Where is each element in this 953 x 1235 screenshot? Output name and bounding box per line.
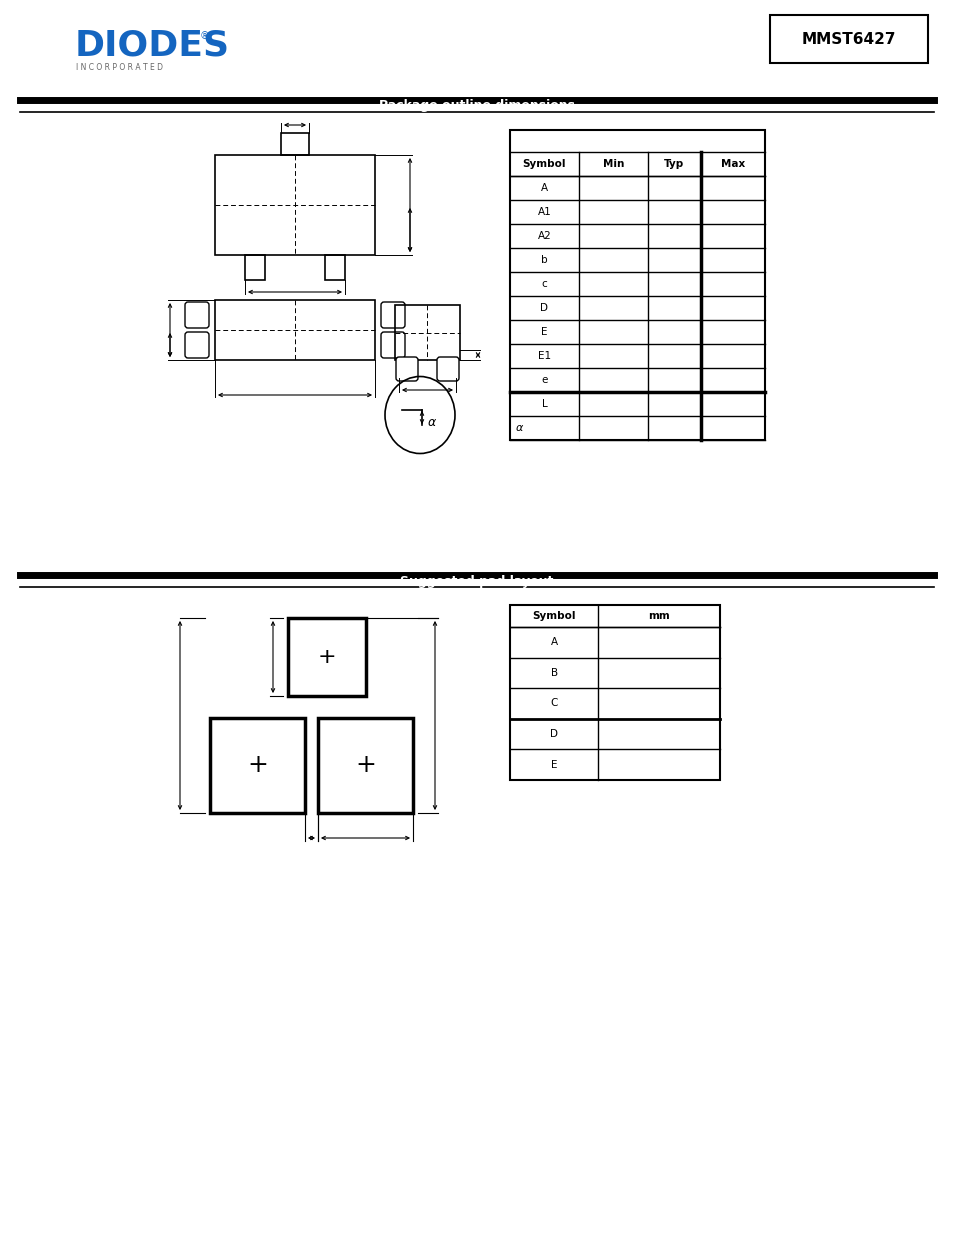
Text: A2: A2: [537, 231, 551, 241]
Text: DIODES: DIODES: [75, 28, 230, 62]
Text: +: +: [317, 647, 336, 667]
Text: E: E: [540, 327, 547, 337]
Text: +: +: [247, 753, 268, 778]
Bar: [281, 133, 309, 156]
Bar: [214, 300, 375, 359]
Text: MMST6427: MMST6427: [801, 32, 895, 47]
Text: E1: E1: [537, 351, 551, 361]
Text: mm: mm: [647, 611, 669, 621]
Text: D: D: [550, 729, 558, 739]
Bar: [395, 305, 459, 359]
Text: Min: Min: [602, 159, 623, 169]
Text: E: E: [550, 760, 557, 769]
Text: Max: Max: [720, 159, 744, 169]
Bar: [325, 254, 345, 280]
FancyBboxPatch shape: [380, 303, 405, 329]
Text: ®: ®: [200, 31, 210, 41]
FancyBboxPatch shape: [185, 303, 209, 329]
Text: b: b: [540, 254, 547, 266]
Bar: [245, 254, 265, 280]
Text: A: A: [550, 637, 558, 647]
Text: Suggested pad layout: Suggested pad layout: [400, 574, 553, 588]
Text: I N C O R P O R A T E D: I N C O R P O R A T E D: [76, 63, 163, 72]
FancyBboxPatch shape: [395, 357, 417, 382]
Text: B: B: [550, 668, 558, 678]
Text: A: A: [540, 183, 547, 193]
Text: Symbol: Symbol: [522, 159, 565, 169]
Text: L: L: [541, 399, 547, 409]
Text: Typ: Typ: [663, 159, 684, 169]
Bar: [214, 156, 375, 254]
Text: Package outline dimensions: Package outline dimensions: [378, 100, 575, 112]
Bar: [210, 718, 305, 813]
FancyBboxPatch shape: [380, 332, 405, 358]
Text: Symbol: Symbol: [532, 611, 576, 621]
Text: C: C: [550, 699, 558, 709]
Bar: [288, 618, 366, 697]
FancyBboxPatch shape: [185, 332, 209, 358]
FancyBboxPatch shape: [436, 357, 458, 382]
Text: D: D: [539, 303, 548, 312]
Text: e: e: [540, 375, 547, 385]
Text: +: +: [355, 753, 375, 778]
Bar: [510, 130, 764, 440]
Text: $\alpha$: $\alpha$: [427, 416, 436, 430]
Bar: [769, 15, 927, 63]
Text: c: c: [541, 279, 547, 289]
Bar: [510, 605, 720, 781]
Text: $\alpha$: $\alpha$: [515, 424, 523, 433]
Text: A1: A1: [537, 207, 551, 217]
Bar: [317, 718, 413, 813]
